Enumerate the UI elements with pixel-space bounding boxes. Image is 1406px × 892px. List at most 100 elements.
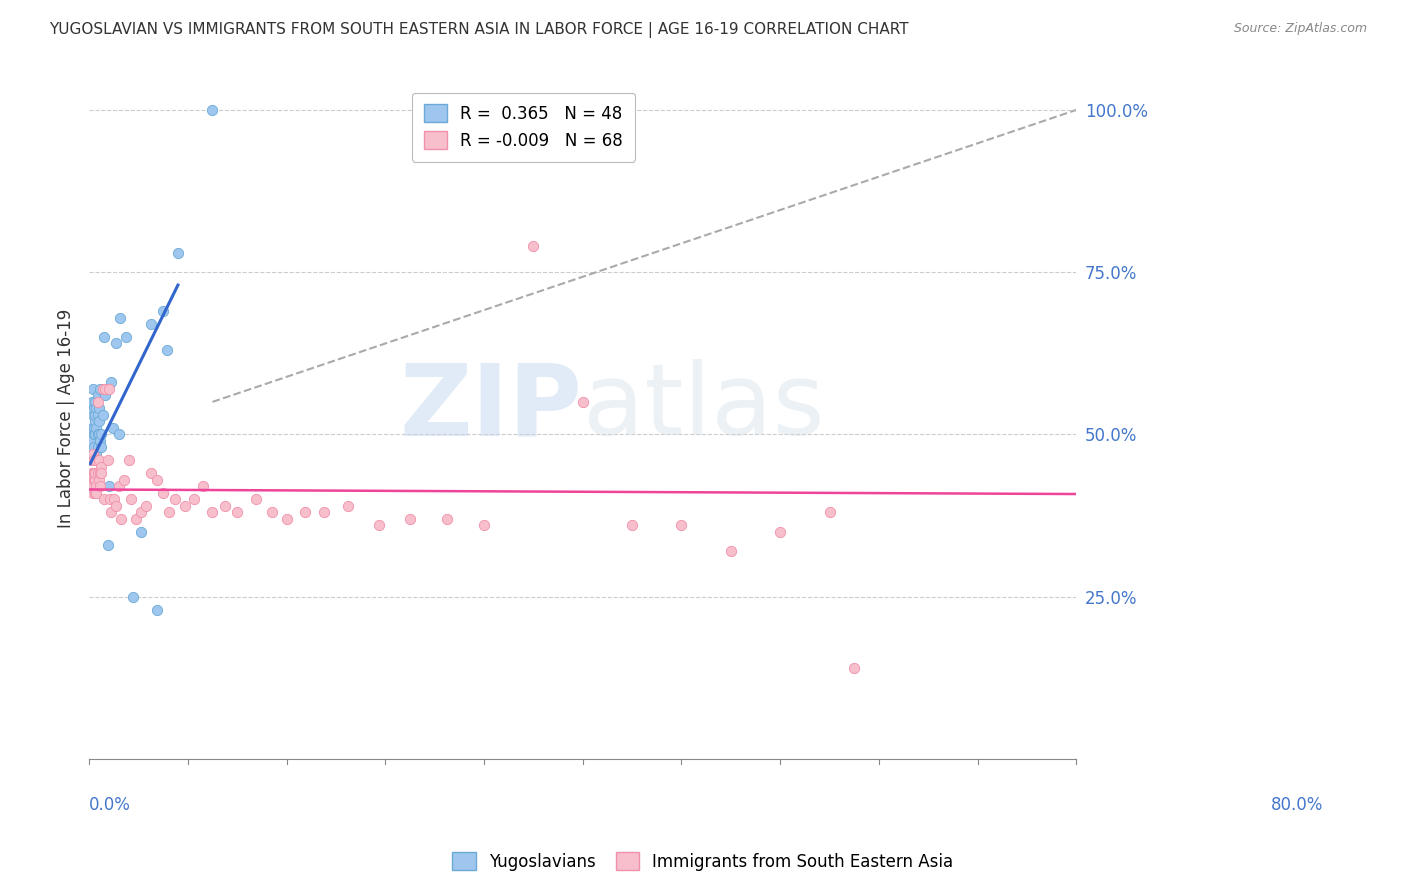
Point: [105, 336, 128, 351]
Point: [90, 427, 112, 442]
Point: [90, 459, 112, 474]
Point: [671, 518, 693, 533]
Point: [120, 492, 142, 507]
Point: [129, 505, 152, 519]
Point: [399, 511, 422, 525]
Point: [84, 485, 107, 500]
Point: [294, 505, 316, 519]
Point: [83, 427, 105, 442]
Point: [87, 427, 110, 442]
Point: [83, 440, 105, 454]
Point: [368, 518, 391, 533]
Point: [165, 492, 187, 507]
Point: [183, 492, 205, 507]
Point: [82, 408, 104, 422]
Point: [769, 524, 792, 539]
Point: [80, 479, 103, 493]
Point: [91, 382, 114, 396]
Point: [152, 304, 174, 318]
Point: [117, 453, 139, 467]
Text: 0.0%: 0.0%: [89, 797, 131, 814]
Point: [86, 421, 108, 435]
Point: [86, 453, 108, 467]
Point: [245, 492, 267, 507]
Point: [80, 467, 103, 481]
Point: [84, 447, 107, 461]
Point: [260, 505, 283, 519]
Point: [80, 421, 103, 435]
Point: [844, 661, 866, 675]
Point: [86, 408, 108, 422]
Point: [94, 388, 117, 402]
Point: [105, 499, 128, 513]
Point: [87, 414, 110, 428]
Point: [84, 414, 107, 428]
Point: [110, 511, 132, 525]
Point: [87, 401, 110, 416]
Point: [79, 453, 101, 467]
Point: [201, 103, 224, 117]
Point: [97, 538, 120, 552]
Point: [86, 479, 108, 493]
Point: [100, 505, 122, 519]
Point: [101, 421, 124, 435]
Point: [157, 505, 180, 519]
Point: [86, 467, 108, 481]
Point: [93, 492, 115, 507]
Point: [84, 408, 107, 422]
Point: [191, 479, 214, 493]
Point: [83, 467, 105, 481]
Point: [107, 427, 129, 442]
Y-axis label: In Labor Force | Age 16-19: In Labor Force | Age 16-19: [58, 309, 75, 528]
Point: [201, 505, 224, 519]
Point: [226, 505, 249, 519]
Point: [522, 239, 544, 253]
Point: [108, 310, 131, 325]
Point: [112, 473, 135, 487]
Point: [89, 467, 111, 481]
Point: [146, 473, 169, 487]
Point: [214, 499, 236, 513]
Point: [89, 479, 111, 493]
Point: [472, 518, 495, 533]
Point: [436, 511, 458, 525]
Point: [337, 499, 360, 513]
Point: [80, 395, 103, 409]
Point: [97, 382, 120, 396]
Point: [86, 427, 108, 442]
Point: [152, 485, 174, 500]
Point: [89, 382, 111, 396]
Point: [146, 602, 169, 616]
Point: [97, 453, 120, 467]
Point: [86, 388, 108, 402]
Point: [174, 499, 197, 513]
Point: [79, 434, 101, 448]
Point: [82, 485, 104, 500]
Point: [107, 479, 129, 493]
Point: [129, 524, 152, 539]
Point: [98, 492, 121, 507]
Point: [86, 440, 108, 454]
Point: [86, 395, 108, 409]
Point: [83, 453, 105, 467]
Point: [84, 473, 107, 487]
Legend: R =  0.365   N = 48, R = -0.009   N = 68: R = 0.365 N = 48, R = -0.009 N = 68: [412, 93, 636, 161]
Point: [86, 401, 108, 416]
Point: [156, 343, 179, 357]
Point: [818, 505, 841, 519]
Point: [83, 421, 105, 435]
Text: 80.0%: 80.0%: [1271, 797, 1323, 814]
Point: [82, 382, 104, 396]
Point: [167, 245, 190, 260]
Point: [87, 453, 110, 467]
Point: [621, 518, 644, 533]
Point: [122, 590, 145, 604]
Point: [100, 376, 122, 390]
Legend: Yugoslavians, Immigrants from South Eastern Asia: Yugoslavians, Immigrants from South East…: [444, 844, 962, 880]
Point: [571, 395, 593, 409]
Point: [86, 485, 108, 500]
Point: [89, 434, 111, 448]
Point: [87, 473, 110, 487]
Point: [103, 492, 125, 507]
Point: [115, 330, 138, 344]
